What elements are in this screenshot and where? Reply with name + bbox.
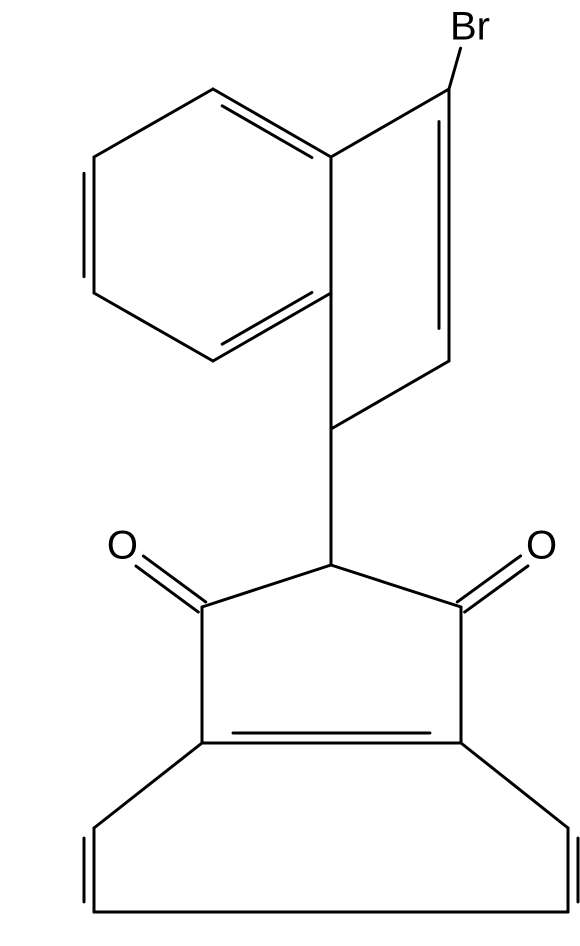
atom-label: O	[107, 524, 138, 568]
atom-label: O	[526, 524, 557, 568]
atom-label: Br	[450, 5, 490, 49]
molecule-diagram: O O Br	[0, 0, 580, 946]
